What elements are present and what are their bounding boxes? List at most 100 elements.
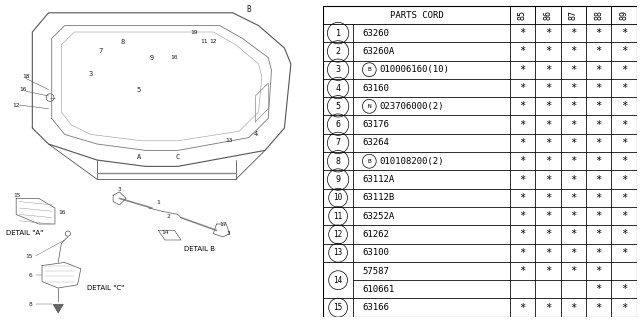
Bar [535, 79, 561, 97]
Bar [353, 134, 510, 152]
Text: 010108200(2): 010108200(2) [380, 157, 444, 166]
Bar [535, 42, 561, 60]
Bar [611, 189, 637, 207]
Text: 9: 9 [150, 55, 154, 60]
Text: *: * [596, 46, 602, 56]
Text: 3: 3 [227, 231, 230, 236]
Text: *: * [621, 248, 627, 258]
Text: *: * [545, 229, 551, 239]
Text: *: * [520, 211, 525, 221]
Bar [586, 60, 611, 79]
Text: 3: 3 [335, 65, 340, 74]
Text: 610661: 610661 [362, 285, 395, 294]
Text: 8: 8 [335, 157, 340, 166]
Text: *: * [570, 211, 577, 221]
Bar [561, 299, 586, 317]
Bar [561, 60, 586, 79]
Bar [561, 207, 586, 225]
Bar [586, 152, 611, 170]
Bar [586, 225, 611, 244]
Text: 12: 12 [12, 103, 20, 108]
Bar [353, 225, 510, 244]
Bar [561, 24, 586, 42]
Text: *: * [520, 28, 525, 38]
Bar [323, 170, 353, 189]
Text: *: * [545, 211, 551, 221]
Text: 023706000(2): 023706000(2) [380, 102, 444, 111]
Text: *: * [621, 211, 627, 221]
Bar [586, 134, 611, 152]
Text: *: * [596, 174, 602, 185]
Bar [535, 225, 561, 244]
Text: 12: 12 [333, 230, 343, 239]
Bar [561, 170, 586, 189]
Text: *: * [596, 266, 602, 276]
Text: 63252A: 63252A [362, 212, 395, 220]
Text: *: * [596, 303, 602, 313]
Bar [510, 244, 535, 262]
Text: *: * [545, 120, 551, 130]
Bar [586, 207, 611, 225]
Text: *: * [570, 101, 577, 111]
Text: *: * [520, 65, 525, 75]
Bar [510, 280, 535, 299]
Text: 63166: 63166 [362, 303, 389, 312]
Text: *: * [596, 193, 602, 203]
Text: 63260A: 63260A [362, 47, 395, 56]
Bar [510, 299, 535, 317]
Text: 87: 87 [569, 10, 578, 20]
Bar [353, 207, 510, 225]
Text: B: B [246, 5, 251, 14]
Bar [535, 116, 561, 134]
Text: 14: 14 [333, 276, 343, 285]
Text: 6: 6 [29, 273, 32, 278]
Bar [561, 134, 586, 152]
Text: 2: 2 [166, 214, 170, 220]
Bar [586, 116, 611, 134]
Text: *: * [570, 303, 577, 313]
Text: 2: 2 [335, 47, 340, 56]
Bar [535, 189, 561, 207]
Bar [353, 280, 510, 299]
Text: 63176: 63176 [362, 120, 389, 129]
Text: *: * [621, 46, 627, 56]
Text: 10: 10 [171, 55, 179, 60]
Bar [535, 170, 561, 189]
Text: *: * [596, 248, 602, 258]
Bar [535, 60, 561, 79]
Text: 63160: 63160 [362, 84, 389, 92]
Text: 88: 88 [594, 10, 603, 20]
Bar [353, 262, 510, 280]
Text: *: * [621, 65, 627, 75]
Bar [323, 116, 353, 134]
Bar [611, 280, 637, 299]
Bar [323, 97, 353, 116]
Text: *: * [621, 303, 627, 313]
Bar [535, 6, 561, 24]
Bar [611, 207, 637, 225]
Text: *: * [621, 284, 627, 294]
Bar [323, 244, 353, 262]
Text: *: * [570, 83, 577, 93]
Bar [323, 207, 353, 225]
Bar [586, 244, 611, 262]
Bar [611, 6, 637, 24]
Text: *: * [520, 248, 525, 258]
Bar [586, 262, 611, 280]
Bar [535, 262, 561, 280]
Text: 17: 17 [220, 221, 227, 227]
Text: *: * [570, 229, 577, 239]
Text: 63260: 63260 [362, 28, 389, 38]
Bar [323, 262, 353, 299]
Text: 12: 12 [209, 39, 217, 44]
Text: 57587: 57587 [362, 267, 389, 276]
Text: 1: 1 [157, 200, 160, 205]
Text: 16: 16 [19, 87, 26, 92]
Bar [561, 225, 586, 244]
Text: 1: 1 [335, 28, 340, 38]
Bar [535, 280, 561, 299]
Bar [353, 170, 510, 189]
Bar [353, 189, 510, 207]
Text: *: * [545, 101, 551, 111]
Text: DETAIL "A": DETAIL "A" [6, 230, 44, 236]
